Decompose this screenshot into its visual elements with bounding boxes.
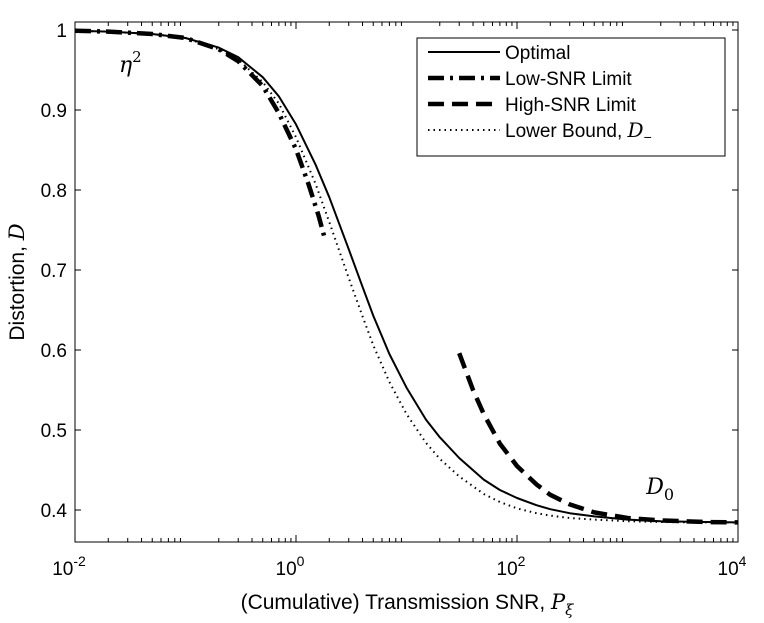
x-axis-label-text: (Cumulative) Transmission SNR, <box>241 591 551 614</box>
legend-label-optimal: Optimal <box>505 43 570 64</box>
series-line-lower-bound-d <box>74 29 739 524</box>
legend: Optimal Low-SNR Limit High-SNR Limit Low… <box>416 37 726 157</box>
eta-squared-annotation: η2 <box>119 48 142 78</box>
x-tick-label: 10-2 <box>52 553 86 580</box>
y-tick-label: 0.4 <box>41 501 68 522</box>
y-axis-label-text: Distortion, <box>6 240 29 340</box>
x-axis-label-symbol: P <box>550 590 566 614</box>
y-axis-label-symbol: D <box>5 223 29 241</box>
d0-annotation: D0 <box>645 475 674 504</box>
legend-box <box>416 37 726 157</box>
legend-lower-bound-symbol: D <box>627 118 644 142</box>
plot-frame <box>74 21 739 543</box>
series-line-optimal <box>74 29 739 524</box>
ticks-layer: 0.4 0.5 0.6 0.7 0.8 0.9 1 10-2 100 102 104 <box>41 21 747 580</box>
y-tick-label: 0.5 <box>41 421 67 442</box>
y-tick-label: 0.9 <box>41 101 67 122</box>
x-axis-label: (Cumulative) Transmission SNR, Pξ <box>241 590 575 619</box>
y-tick-label: 0.6 <box>41 341 67 362</box>
y-tick-label: 0.8 <box>41 181 67 202</box>
y-tick-label: 1 <box>56 21 67 42</box>
x-tick-label: 102 <box>497 553 526 580</box>
legend-label-high-snr: High-SNR Limit <box>505 95 637 116</box>
legend-lower-bound-subscript: − <box>644 129 652 145</box>
x-tick-label: 100 <box>276 553 305 580</box>
legend-label-low-snr: Low-SNR Limit <box>505 69 632 90</box>
d0-symbol: D <box>645 475 664 500</box>
series-line-high-snr-limit <box>457 352 739 525</box>
y-axis-label: Distortion, D <box>5 223 29 340</box>
d0-subscript: 0 <box>664 485 674 504</box>
legend-label-lower-bound: Lower Bound, D− <box>505 118 652 145</box>
y-tick-label: 0.7 <box>41 261 67 282</box>
x-tick-label: 104 <box>718 553 747 580</box>
legend-lower-bound-text: Lower Bound, <box>505 121 628 142</box>
series-layer <box>74 28 739 525</box>
eta-symbol: η <box>119 53 132 78</box>
eta-exponent: 2 <box>132 48 142 66</box>
x-axis-label-subscript: ξ <box>565 601 574 619</box>
